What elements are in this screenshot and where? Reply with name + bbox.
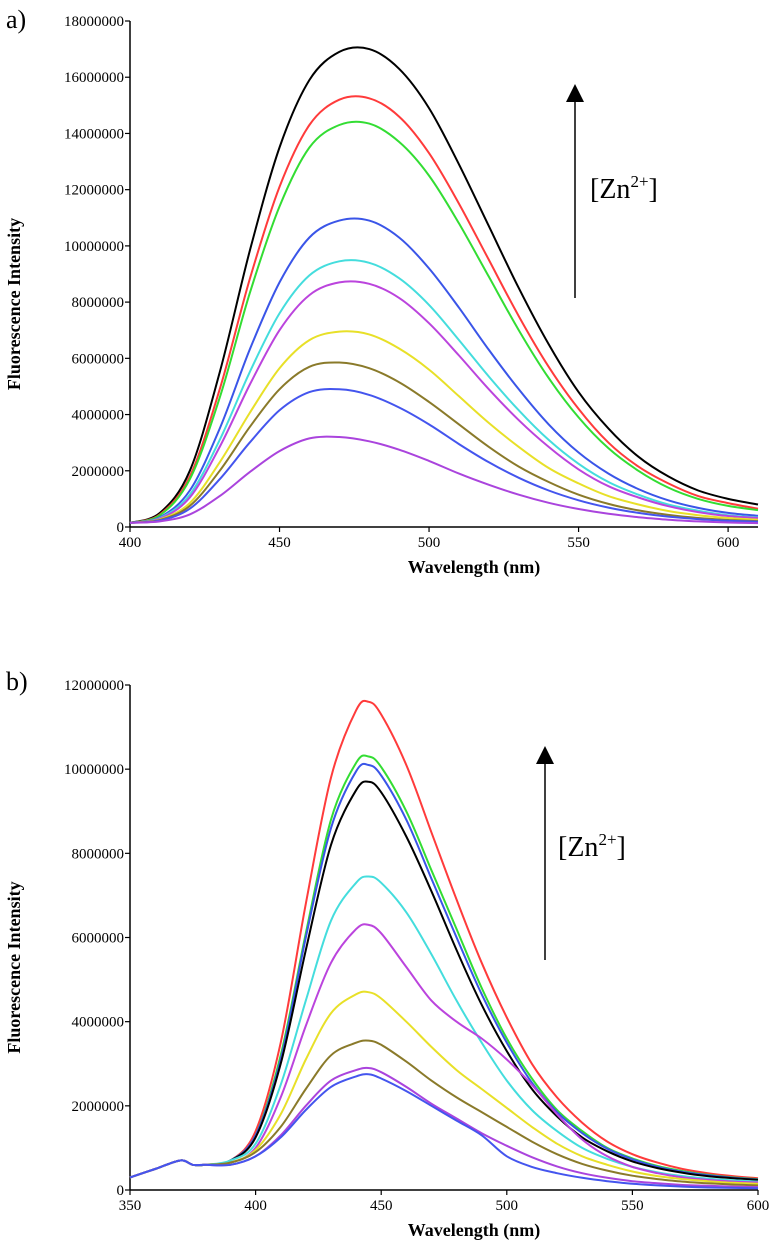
series-line-curve-5 bbox=[129, 259, 759, 524]
panel-a: a) 0 2000000 4000000 6000000 8000000 10000000 1… bbox=[4, 5, 759, 578]
zn-annotation-close: ] bbox=[617, 832, 626, 863]
y-tick-label: 4000000 bbox=[72, 1015, 125, 1031]
series-line-curve-1 bbox=[129, 46, 759, 524]
zn-annotation-sup: 2+ bbox=[598, 830, 616, 849]
y-tick-label: 10000000 bbox=[64, 239, 124, 255]
series-line-curve-7 bbox=[129, 330, 759, 524]
y-tick-label: 14000000 bbox=[64, 126, 124, 142]
zn-annotation: [Zn2+] bbox=[558, 830, 626, 863]
y-tick-label: 2000000 bbox=[72, 464, 125, 480]
series-line-curve-8 bbox=[129, 361, 759, 524]
y-tick-label: 16000000 bbox=[64, 70, 124, 86]
series-line-curve-3 bbox=[129, 120, 759, 524]
y-axis-title: Fluorescence Intensity bbox=[4, 881, 24, 1053]
series-line-curve-10 bbox=[129, 1073, 759, 1190]
panel-b: b) 0 2000000 4000000 6000000 8000000 10000000 1… bbox=[4, 667, 769, 1241]
y-tick-label: 0 bbox=[117, 1183, 125, 1199]
series-line-curve-7 bbox=[129, 990, 759, 1185]
series-line-curve-6 bbox=[129, 280, 759, 524]
y-tick-label: 12000000 bbox=[64, 183, 124, 199]
zn-annotation-sup: 2+ bbox=[630, 172, 648, 191]
series-line-curve-10 bbox=[129, 435, 759, 525]
x-axis-title: Wavelength (nm) bbox=[408, 1220, 541, 1241]
x-tick-label: 550 bbox=[621, 1198, 644, 1214]
y-tick-label: 12000000 bbox=[64, 678, 124, 694]
zn-annotation-close: ] bbox=[649, 174, 658, 205]
x-tick-label: 450 bbox=[268, 535, 291, 551]
x-tick-label: 400 bbox=[244, 1198, 267, 1214]
x-axis-title: Wavelength (nm) bbox=[408, 557, 541, 578]
y-axis-title: Fluorescence Intensity bbox=[4, 218, 24, 390]
series-line-curve-2 bbox=[129, 95, 759, 524]
x-tick-label: 350 bbox=[119, 1198, 142, 1214]
series-line-curve-1 bbox=[129, 699, 759, 1180]
series-line-curve-3 bbox=[129, 762, 759, 1181]
x-tick-label: 600 bbox=[717, 535, 740, 551]
x-tick-label: 550 bbox=[567, 535, 590, 551]
series-line-curve-4 bbox=[129, 217, 759, 524]
x-tick-label: 400 bbox=[119, 535, 142, 551]
y-tick-label: 6000000 bbox=[72, 351, 125, 367]
x-tick-label: 600 bbox=[747, 1198, 770, 1214]
series-line-curve-6 bbox=[129, 923, 759, 1184]
zn-annotation: [Zn2+] bbox=[590, 172, 658, 205]
series-line-curve-9 bbox=[129, 388, 759, 524]
y-tick-label: 4000000 bbox=[72, 408, 125, 424]
x-tick-label: 500 bbox=[418, 535, 441, 551]
y-tick-label: 0 bbox=[117, 520, 125, 536]
arrow-head-icon bbox=[566, 84, 584, 102]
zn-annotation-base: [Zn bbox=[558, 832, 598, 863]
x-tick-label: 450 bbox=[370, 1198, 393, 1214]
panel-label: a) bbox=[6, 5, 26, 34]
y-tick-label: 18000000 bbox=[64, 14, 124, 30]
series-line-curve-4 bbox=[129, 780, 759, 1181]
y-tick-label: 8000000 bbox=[72, 846, 125, 862]
arrow-head-icon bbox=[536, 746, 554, 764]
y-tick-label: 2000000 bbox=[72, 1099, 125, 1115]
series-line-curve-2 bbox=[129, 754, 759, 1181]
y-tick-label: 10000000 bbox=[64, 762, 124, 778]
y-tick-label: 8000000 bbox=[72, 295, 125, 311]
zn-annotation-base: [Zn bbox=[590, 174, 630, 205]
y-tick-label: 6000000 bbox=[72, 931, 125, 947]
x-tick-label: 500 bbox=[496, 1198, 519, 1214]
panel-label: b) bbox=[6, 667, 28, 696]
